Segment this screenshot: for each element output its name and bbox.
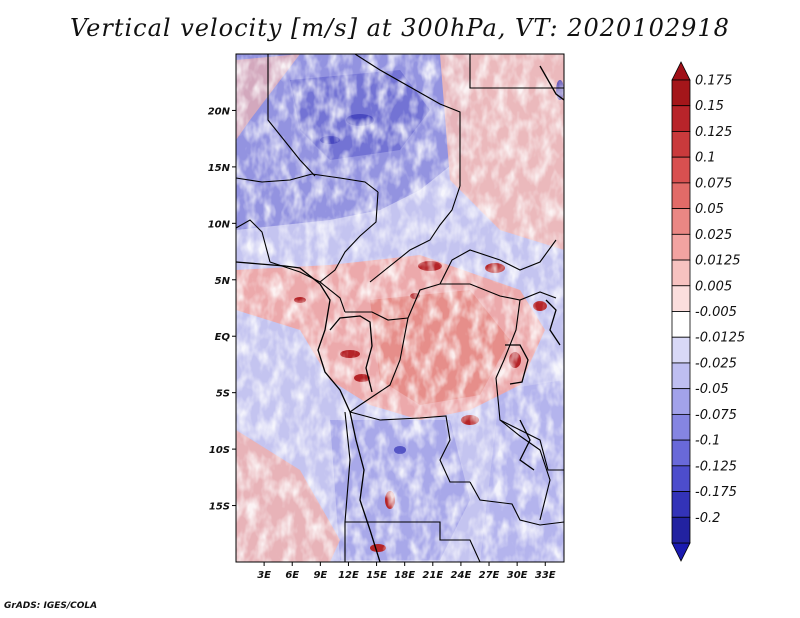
colorbar-swatch: [671, 131, 691, 158]
colorbar-label: -0.0125: [695, 331, 745, 346]
colorbar-bottom-arrow: [671, 542, 691, 562]
colorbar-swatch: [671, 105, 691, 132]
colorbar-label: 0.075: [695, 176, 732, 191]
colorbar-swatch: [671, 208, 691, 235]
colorbar-label: -0.2: [695, 511, 720, 526]
colorbar-swatch: [671, 336, 691, 364]
colorbar-swatch: [671, 439, 691, 467]
lat-tick-label: 10N: [208, 219, 231, 230]
colorbar-label: -0.125: [695, 459, 737, 474]
colorbar-swatch: [671, 79, 691, 107]
colorbar: 0.175 0.15 0.125 0.1 0.075 0.05 0.025 0.0125 0.0…: [671, 61, 745, 562]
colorbar-label: -0.005: [695, 305, 737, 320]
colorbar-label: -0.175: [695, 485, 737, 500]
colorbar-swatch: [671, 285, 691, 312]
lat-tick-label: 10S: [209, 445, 230, 456]
lon-tick-label: 12E: [338, 570, 359, 581]
colorbar-label: -0.025: [695, 356, 737, 371]
lon-tick-label: 33E: [535, 570, 556, 581]
lon-tick-label: 18E: [394, 570, 415, 581]
colorbar-swatch: [671, 465, 691, 492]
map-ticks: 3E 6E 9E 12E 15E 18E 21E 24E 27E 30E 33E 20N 15N 10N 5…: [208, 106, 556, 581]
colorbar-swatch: [671, 413, 691, 441]
lat-tick-label: 5S: [216, 389, 230, 400]
lon-tick-label: 15E: [366, 570, 387, 581]
colorbar-label: -0.05: [695, 382, 729, 397]
lon-tick-label: 24E: [451, 570, 472, 581]
velocity-field: [236, 54, 564, 562]
colorbar-swatch: [671, 311, 691, 338]
lon-tick-label: 3E: [257, 570, 271, 581]
lat-tick-label: 15N: [208, 163, 231, 174]
country-borders: [236, 54, 564, 562]
colorbar-label: 0.0125: [695, 254, 741, 269]
colorbar-swatch: [671, 491, 691, 518]
colorbar-label: 0.125: [695, 125, 732, 140]
colorbar-label: 0.025: [695, 228, 732, 243]
credit-text: GrADS: IGES/COLA: [4, 601, 98, 611]
colorbar-swatch: [671, 516, 691, 544]
chart-title: Vertical velocity [m/s] at 300hPa, VT: 2…: [70, 14, 730, 42]
colorbar-top-arrow: [671, 61, 691, 81]
colorbar-label: -0.1: [695, 434, 720, 449]
lon-tick-label: 30E: [507, 570, 528, 581]
colorbar-swatch: [671, 388, 691, 415]
lon-tick-label: 9E: [313, 570, 327, 581]
colorbar-label: 0.05: [695, 202, 724, 217]
lon-tick-label: 27E: [479, 570, 500, 581]
colorbar-swatch: [671, 233, 691, 261]
colorbar-swatch: [671, 259, 691, 287]
colorbar-label: 0.15: [695, 99, 724, 114]
colorbar-label: 0.005: [695, 279, 732, 294]
colorbar-swatch: [671, 156, 691, 184]
lat-tick-label: 20N: [208, 106, 231, 117]
colorbar-label: 0.175: [695, 74, 732, 89]
colorbar-label: 0.1: [695, 151, 716, 166]
lon-tick-label: 6E: [285, 570, 299, 581]
colorbar-swatch: [671, 362, 691, 390]
coastlines: [236, 65, 564, 562]
lat-tick-label: 15S: [209, 502, 230, 513]
lat-tick-label: EQ: [215, 332, 231, 343]
lon-tick-label: 21E: [422, 570, 443, 581]
map-frame: [235, 53, 565, 563]
colorbar-swatch: [671, 182, 691, 210]
lat-tick-label: 5N: [215, 276, 231, 287]
colorbar-label: -0.075: [695, 408, 737, 423]
